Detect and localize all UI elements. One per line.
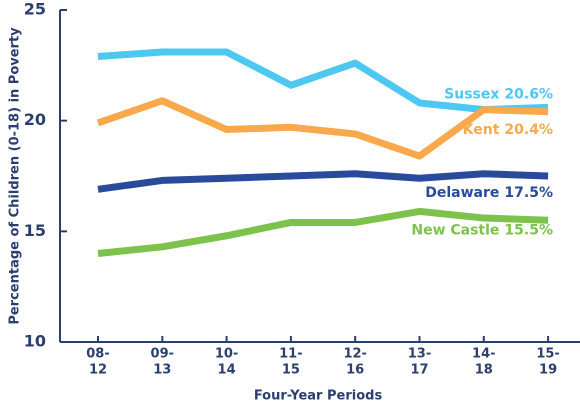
x-tick-label: 19 bbox=[539, 363, 557, 378]
x-tick-label: 12- bbox=[343, 347, 367, 362]
series-line bbox=[97, 170, 549, 193]
value-label: 20.4% bbox=[504, 122, 553, 138]
x-tick-label: 13- bbox=[408, 347, 432, 362]
x-tick-label: 15 bbox=[282, 363, 300, 378]
x-tick-label: 10- bbox=[215, 347, 239, 362]
x-axis-title: Four-Year Periods bbox=[254, 389, 383, 403]
series-label: Delaware 17.5% bbox=[425, 185, 553, 201]
x-tick-label: 17 bbox=[410, 363, 428, 378]
x-tick-label: 11- bbox=[279, 347, 303, 362]
y-tick-label: 15 bbox=[24, 221, 46, 240]
x-tick-label: 16 bbox=[346, 363, 364, 378]
x-tick-label: 15- bbox=[536, 347, 560, 362]
x-tick-label: 13 bbox=[153, 363, 171, 378]
series-line bbox=[97, 48, 549, 114]
value-label: 17.5% bbox=[504, 185, 553, 201]
y-tick-label: 20 bbox=[24, 110, 46, 129]
series-name: Sussex bbox=[444, 86, 499, 102]
series-line bbox=[97, 207, 549, 257]
series-name: New Castle bbox=[411, 222, 499, 238]
series-label: Sussex 20.6% bbox=[444, 86, 553, 102]
series-name: Kent bbox=[463, 122, 500, 138]
x-tick-label: 18 bbox=[475, 363, 493, 378]
x-tick-label: 14- bbox=[472, 347, 496, 362]
x-tick-label: 09- bbox=[151, 347, 175, 362]
series-label: Kent 20.4% bbox=[463, 122, 553, 138]
value-label: 15.5% bbox=[504, 222, 553, 238]
y-tick-label: 10 bbox=[24, 332, 46, 351]
value-label: 20.6% bbox=[504, 86, 553, 102]
series-line bbox=[96, 97, 549, 160]
series-label: New Castle 15.5% bbox=[411, 222, 553, 238]
x-tick-label: 12 bbox=[89, 363, 107, 378]
y-tick-label: 25 bbox=[24, 0, 46, 19]
series-name: Delaware bbox=[425, 185, 499, 201]
x-tick-label: 08- bbox=[86, 347, 110, 362]
x-tick-label: 14 bbox=[218, 363, 236, 378]
y-axis-title: Percentage of Children (0-18) in Poverty bbox=[8, 27, 23, 325]
